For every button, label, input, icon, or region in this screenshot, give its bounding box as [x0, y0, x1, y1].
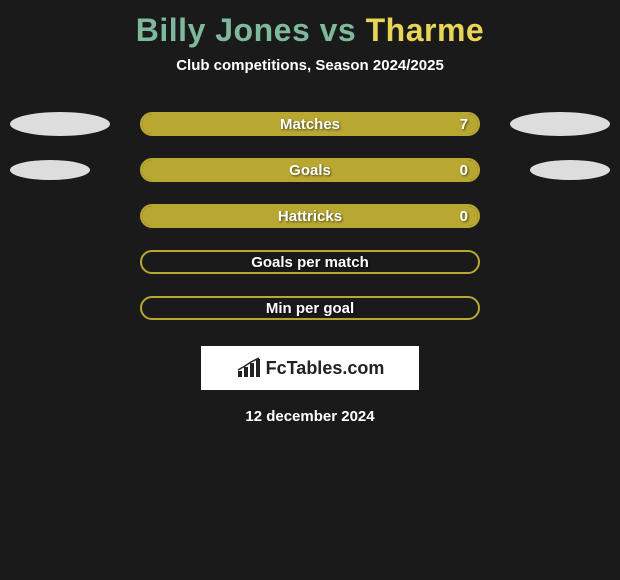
stat-rows: Matches 7 Goals 0 Hattricks 0 Goals per match M… [0, 112, 620, 320]
stat-label: Hattricks [278, 208, 342, 225]
stat-value: 0 [460, 162, 468, 179]
logo-box: FcTables.com [201, 346, 419, 390]
stat-value: 7 [460, 116, 468, 133]
stat-row: Min per goal [0, 296, 620, 320]
page-title: Billy Jones vs Tharme [136, 12, 484, 49]
stat-bar: Hattricks 0 [140, 204, 480, 228]
logo-text: FcTables.com [266, 358, 385, 379]
stat-bar: Matches 7 [140, 112, 480, 136]
stat-row: Goals 0 [0, 158, 620, 182]
stat-label: Goals per match [251, 254, 369, 271]
date-label: 12 december 2024 [245, 408, 374, 425]
left-ellipse [10, 112, 110, 136]
subtitle: Club competitions, Season 2024/2025 [176, 57, 444, 74]
right-ellipse [510, 112, 610, 136]
stat-bar: Goals 0 [140, 158, 480, 182]
stat-row: Goals per match [0, 250, 620, 274]
title-player-left: Billy Jones [136, 12, 310, 48]
right-ellipse [530, 160, 610, 180]
stat-label: Min per goal [266, 300, 354, 317]
left-ellipse [10, 160, 90, 180]
chart-icon [236, 357, 262, 379]
stat-label: Goals [289, 162, 331, 179]
stat-label: Matches [280, 116, 340, 133]
stat-value: 0 [460, 208, 468, 225]
stat-row: Matches 7 [0, 112, 620, 136]
title-vs: vs [320, 12, 357, 48]
title-player-right: Tharme [366, 12, 485, 48]
stat-bar: Goals per match [140, 250, 480, 274]
stat-row: Hattricks 0 [0, 204, 620, 228]
stat-bar: Min per goal [140, 296, 480, 320]
comparison-infographic: Billy Jones vs Tharme Club competitions,… [0, 0, 620, 425]
